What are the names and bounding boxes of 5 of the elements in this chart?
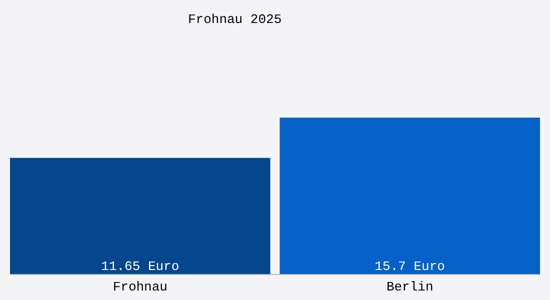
data-label: 15.7 Euro xyxy=(374,259,445,274)
x-tick-label: Frohnau xyxy=(112,280,168,294)
text: Frohnau 2025 xyxy=(188,12,282,27)
x-tick-label: Berlin xyxy=(386,280,434,294)
data-label: 11.65 Euro xyxy=(101,259,180,274)
